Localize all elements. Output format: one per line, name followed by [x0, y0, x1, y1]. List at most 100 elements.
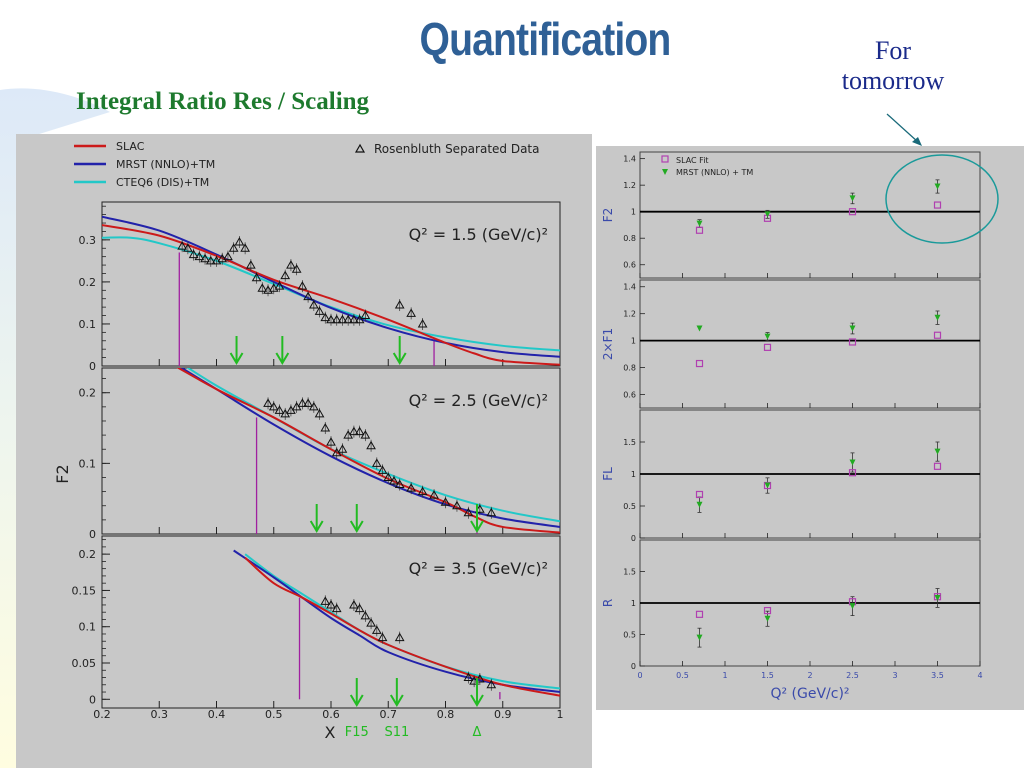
data-point — [274, 281, 285, 290]
q2-label: Q² = 1.5 (GeV/c)² — [409, 225, 548, 244]
data-point — [251, 272, 262, 282]
y-tick-label: 0 — [631, 534, 636, 543]
curve-slac — [176, 368, 560, 534]
data-point — [320, 312, 331, 322]
slac-fit-point — [933, 331, 942, 339]
resonance-arrowhead — [392, 352, 407, 365]
data-point — [183, 243, 193, 252]
x-tick-label: 0.6 — [322, 708, 340, 721]
data-point — [308, 401, 319, 411]
y-tick-label: 0 — [89, 360, 96, 373]
y-tick-label: 1 — [631, 337, 636, 346]
x-tick-label: 0.4 — [208, 708, 226, 721]
slac-fit-point — [695, 610, 704, 618]
curves — [176, 368, 560, 534]
x-tick-label: 0.2 — [93, 708, 111, 721]
data-point — [440, 497, 451, 506]
slac-fit-point — [763, 606, 772, 615]
data-point — [452, 500, 462, 510]
slac-fit-point — [695, 359, 704, 368]
resonance-label: S11 — [384, 725, 409, 740]
data-point — [354, 314, 365, 324]
x-tick-label: 0.7 — [380, 708, 398, 721]
data-point — [205, 255, 216, 265]
x-tick-label: 0.3 — [151, 708, 169, 721]
y-tick-label: 0.2 — [79, 548, 97, 561]
data-point — [331, 603, 342, 613]
x-tick-label: 2.5 — [846, 671, 859, 680]
data-point — [286, 260, 296, 269]
data-point — [280, 270, 291, 280]
mrst-point — [764, 333, 771, 340]
resonance-label: F15 — [345, 725, 369, 740]
legend-entry: SLAC — [116, 140, 145, 153]
data-point — [257, 283, 268, 292]
right-figure-background — [596, 146, 1024, 710]
mrst-point — [696, 501, 703, 508]
legend-entry: MRST (NNLO) + TM — [676, 168, 753, 177]
y-tick-label: 0 — [89, 528, 96, 541]
legend-mrst-marker — [662, 169, 668, 175]
legend-entry: SLAC Fit — [676, 156, 709, 165]
slac-fit-point — [763, 343, 772, 351]
legend-data-marker — [354, 143, 366, 153]
data-point — [291, 264, 302, 273]
data-point — [337, 444, 348, 453]
y-tick-label: 0.8 — [623, 234, 636, 243]
data-point — [354, 603, 365, 613]
data-point — [366, 618, 376, 627]
resonance-arrowhead — [349, 520, 364, 533]
mrst-point — [764, 615, 771, 622]
resonance-arrowhead — [309, 520, 324, 533]
curve-mrst — [102, 215, 560, 358]
mrst-point — [934, 448, 941, 455]
background-swoosh — [0, 88, 110, 768]
annotation-note: For tomorrow — [818, 36, 968, 96]
y-tick-label: 0.1 — [79, 318, 97, 331]
f2-vs-x-figure: 0 0.1 0.2 0.3 Q² = 1.5 (GeV/c)² 0 0.1 0.2 Q² = 2… — [16, 134, 592, 768]
slac-fit-point — [848, 469, 857, 477]
mrst-point — [934, 314, 941, 321]
resonance-label: Δ — [473, 725, 482, 740]
data-point — [486, 507, 497, 517]
y-tick-label: 0.5 — [623, 631, 636, 640]
data-point — [223, 251, 233, 261]
ratio-panel-2: 0.6 0.8 1 1.2 1.4 2×F1 — [601, 279, 981, 409]
curve-mrst — [233, 549, 560, 694]
ratio-panel-3: 0 0.5 1 1.5 FL — [601, 409, 981, 543]
y-tick-label: 0 — [631, 662, 636, 671]
data-point — [406, 483, 417, 492]
data-point — [360, 430, 371, 439]
q2-label: Q² = 3.5 (GeV/c)² — [409, 559, 548, 578]
data-point — [177, 241, 188, 250]
data-point — [389, 476, 399, 485]
x-axis-label: Q² (GeV/c)² — [770, 686, 849, 702]
data-point — [314, 408, 325, 418]
y-tick-label: 0.8 — [623, 364, 636, 373]
data-point — [303, 398, 313, 407]
slide-title: Quantification — [419, 13, 672, 65]
curve-slac — [244, 557, 560, 697]
resonance-arrowhead — [470, 520, 484, 533]
data-point — [297, 398, 308, 407]
mrst-point — [696, 325, 703, 332]
x-tick-label: 0.5 — [676, 671, 689, 680]
y-tick-label: 1.5 — [623, 568, 636, 577]
y-axis-label: F2 — [601, 208, 615, 223]
data-point — [406, 308, 417, 317]
mrst-point — [849, 603, 856, 610]
y-axis-label: R — [601, 599, 615, 607]
data-point — [331, 314, 342, 324]
mrst-point — [696, 634, 703, 641]
x-tick-label: 0.8 — [437, 708, 455, 721]
y-tick-label: 0.05 — [72, 657, 97, 670]
data-point — [377, 465, 388, 474]
data-point — [354, 426, 365, 436]
slac-fit-point — [848, 338, 857, 346]
resonance-arrowhead — [229, 352, 244, 365]
data-point — [366, 440, 376, 450]
data-point — [463, 507, 474, 517]
x-tick-label: 0.9 — [494, 708, 512, 721]
y-tick-label: 0.2 — [79, 387, 97, 400]
x-tick-label: 1 — [722, 671, 727, 680]
